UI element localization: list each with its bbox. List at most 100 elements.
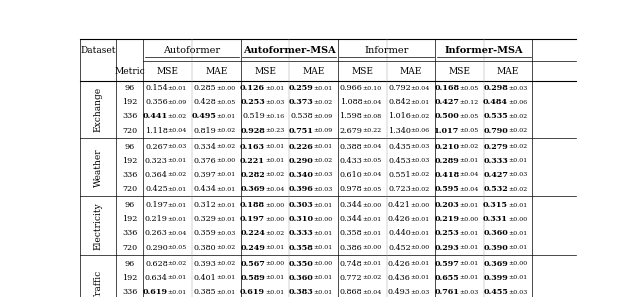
Text: ±0.05: ±0.05 [168,245,187,250]
Text: 0.197: 0.197 [240,215,265,223]
Text: ±0.01: ±0.01 [411,275,430,280]
Text: ±0.01: ±0.01 [314,245,333,250]
Text: Exchange: Exchange [93,87,102,132]
Text: 0.282: 0.282 [240,171,265,179]
Text: 0.263: 0.263 [145,230,168,238]
Text: ±0.02: ±0.02 [314,158,333,163]
Text: ±0.04: ±0.04 [460,187,479,192]
Text: 0.427: 0.427 [435,98,460,106]
Text: Dataset: Dataset [81,46,116,55]
Text: 0.819: 0.819 [194,127,216,135]
Text: 0.567: 0.567 [240,260,265,268]
Text: 0.453: 0.453 [388,157,411,165]
Text: ±0.00: ±0.00 [362,203,381,208]
Text: 0.358: 0.358 [289,244,314,252]
Text: ±0.01: ±0.01 [314,275,333,280]
Text: 2.679: 2.679 [339,127,362,135]
Text: ±0.01: ±0.01 [411,217,430,222]
Text: ±0.00: ±0.00 [460,217,479,222]
Text: ±0.02: ±0.02 [265,173,284,177]
Text: 0.358: 0.358 [340,230,362,238]
Text: ±0.01: ±0.01 [216,290,236,295]
Text: MAE: MAE [205,67,228,76]
Text: ±0.04: ±0.04 [265,187,284,192]
Text: ±0.01: ±0.01 [508,203,527,208]
Text: 0.329: 0.329 [193,215,216,223]
Text: ±0.01: ±0.01 [168,290,187,295]
Text: 0.279: 0.279 [483,143,508,151]
Text: 0.421: 0.421 [388,201,411,209]
Text: 0.436: 0.436 [388,274,411,282]
Text: ±0.01: ±0.01 [460,231,479,236]
Text: MSE: MSE [254,67,276,76]
Text: 0.259: 0.259 [289,84,314,92]
Text: 0.197: 0.197 [145,201,168,209]
Text: 0.619: 0.619 [143,288,168,296]
Text: ±0.02: ±0.02 [168,173,187,177]
Text: 0.369: 0.369 [240,185,265,193]
Text: 0.203: 0.203 [435,201,460,209]
Text: Electricity: Electricity [93,203,102,250]
Text: ±0.01: ±0.01 [411,100,430,105]
Text: ±0.01: ±0.01 [216,203,236,208]
Text: ±0.04: ±0.04 [168,128,187,133]
Text: ±0.01: ±0.01 [168,187,187,192]
Text: ±0.16: ±0.16 [265,114,284,119]
Text: 0.360: 0.360 [483,230,508,238]
Text: ±0.01: ±0.01 [168,217,187,222]
Text: Traffic: Traffic [93,270,102,297]
Text: 0.210: 0.210 [435,143,460,151]
Text: 0.289: 0.289 [435,157,460,165]
Text: 0.303: 0.303 [289,201,314,209]
Text: ±0.04: ±0.04 [362,144,381,149]
Text: 0.360: 0.360 [289,274,314,282]
Text: ±0.03: ±0.03 [411,158,430,163]
Text: Autoformer: Autoformer [164,46,221,55]
Text: ±0.01: ±0.01 [314,203,333,208]
Text: 336: 336 [122,230,138,238]
Text: ±0.00: ±0.00 [508,217,527,222]
Text: 0.551: 0.551 [388,171,411,179]
Text: ±0.01: ±0.01 [216,275,236,280]
Text: Weather: Weather [93,148,102,187]
Text: 96: 96 [125,260,135,268]
Text: ±0.10: ±0.10 [362,86,381,91]
Text: ±0.05: ±0.05 [362,158,381,163]
Text: ±0.01: ±0.01 [460,158,479,163]
Text: ±0.01: ±0.01 [168,275,187,280]
Text: 0.748: 0.748 [340,260,362,268]
Text: 0.298: 0.298 [483,84,508,92]
Text: ±0.03: ±0.03 [508,86,527,91]
Text: ±0.01: ±0.01 [216,217,236,222]
Text: ±0.02: ±0.02 [314,100,333,105]
Text: ±0.01: ±0.01 [265,275,284,280]
Text: 336: 336 [122,288,138,296]
Text: 0.344: 0.344 [339,215,362,223]
Text: ±0.00: ±0.00 [508,261,527,266]
Text: ±0.03: ±0.03 [216,231,236,236]
Text: ±0.02: ±0.02 [168,261,187,266]
Text: 0.219: 0.219 [435,215,460,223]
Text: 0.221: 0.221 [240,157,265,165]
Text: ±0.03: ±0.03 [168,144,187,149]
Text: 0.293: 0.293 [435,244,460,252]
Text: 720: 720 [122,244,138,252]
Text: ±0.03: ±0.03 [314,187,333,192]
Text: 1.017: 1.017 [434,127,460,135]
Text: 0.433: 0.433 [339,157,362,165]
Text: ±0.01: ±0.01 [314,144,333,149]
Text: ±0.01: ±0.01 [168,86,187,91]
Text: 0.310: 0.310 [289,215,314,223]
Text: ±0.01: ±0.01 [460,261,479,266]
Text: 0.312: 0.312 [193,201,216,209]
Text: ±0.01: ±0.01 [508,245,527,250]
Text: 0.452: 0.452 [388,244,411,252]
Text: ±0.09: ±0.09 [168,100,187,105]
Text: ±0.01: ±0.01 [362,261,381,266]
Text: 0.426: 0.426 [388,260,411,268]
Text: 1.118: 1.118 [145,127,168,135]
Text: 0.418: 0.418 [435,171,460,179]
Text: 0.168: 0.168 [435,84,460,92]
Text: 0.340: 0.340 [289,171,314,179]
Text: ±0.02: ±0.02 [460,144,479,149]
